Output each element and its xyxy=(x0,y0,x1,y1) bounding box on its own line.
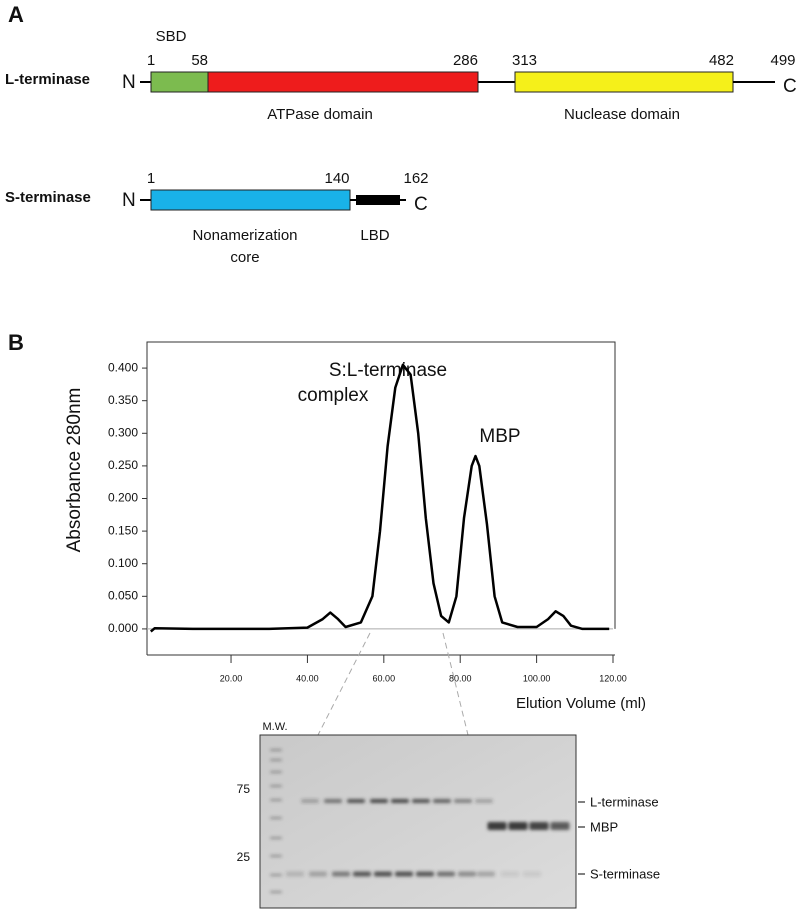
gel-band xyxy=(270,837,282,839)
domain-label: core xyxy=(230,249,259,266)
gel-band xyxy=(347,799,365,803)
residue: 499 xyxy=(770,52,795,69)
gel-band xyxy=(395,871,413,877)
gel-band xyxy=(529,822,549,830)
gel-band xyxy=(353,871,371,877)
residue: 482 xyxy=(709,52,734,69)
y-tick-label: 0.250 xyxy=(108,458,138,472)
y-tick-label: 0.050 xyxy=(108,588,138,602)
gel-image xyxy=(259,734,577,909)
gel-band xyxy=(270,855,282,857)
gel-band xyxy=(550,822,570,830)
x-tick-label: 120.00 xyxy=(599,673,627,683)
gel-band xyxy=(391,799,409,803)
residue: 313 xyxy=(512,52,537,69)
gel-band xyxy=(477,871,495,877)
chromatogram: 0.000 0.050 0.100 0.150 0.200 0.250 0.300 0.350… xyxy=(64,341,646,712)
domain-label: SBD xyxy=(156,28,187,45)
y-tick-label: 0.300 xyxy=(108,425,138,439)
y-axis-label: Absorbance 280nm xyxy=(64,388,85,553)
y-tick-label: 0.400 xyxy=(108,360,138,374)
gel-band xyxy=(437,871,455,877)
gel-band xyxy=(508,822,528,830)
gel-band xyxy=(370,799,388,803)
marker-size: 75 xyxy=(237,782,251,796)
band-label: L-terminase xyxy=(590,794,659,809)
gel-band xyxy=(286,871,304,877)
gel-band xyxy=(475,799,493,803)
zoom-line xyxy=(442,632,469,736)
y-tick-label: 0.200 xyxy=(108,491,138,505)
domain-label: LBD xyxy=(360,227,389,244)
panel-letter: B xyxy=(8,330,24,355)
residue: 58 xyxy=(191,52,208,69)
band-label: MBP xyxy=(590,819,618,834)
c-term: C xyxy=(414,194,428,215)
x-tick-label: 60.00 xyxy=(373,673,396,683)
gel-band xyxy=(270,799,282,801)
residue: 140 xyxy=(324,170,349,187)
gel-band xyxy=(458,871,476,877)
zoom-line xyxy=(317,632,371,736)
y-tick-label: 0.100 xyxy=(108,556,138,570)
x-tick-label: 20.00 xyxy=(220,673,243,683)
residue: 286 xyxy=(453,52,478,69)
band-label: S-terminase xyxy=(590,866,660,881)
n-term: N xyxy=(122,190,136,211)
annotation: S:L-terminase xyxy=(329,360,447,381)
x-axis-label: Elution Volume (ml) xyxy=(516,695,646,712)
residue: 1 xyxy=(147,170,155,187)
gel-band xyxy=(270,771,282,773)
gel-band xyxy=(374,871,392,877)
marker-label: M.W. xyxy=(262,721,287,733)
gel-band xyxy=(270,759,282,761)
gel-band xyxy=(301,799,319,803)
domain-label: ATPase domain xyxy=(267,106,373,123)
gel-band xyxy=(412,799,430,803)
gel-band xyxy=(324,799,342,803)
residue: 1 xyxy=(147,52,155,69)
gel-band xyxy=(270,817,282,819)
atpase-domain xyxy=(207,71,479,93)
marker-size: 25 xyxy=(237,850,251,864)
y-tick-label: 0.000 xyxy=(108,621,138,635)
residue: 162 xyxy=(403,170,428,187)
gel-band xyxy=(416,871,434,877)
gel-band xyxy=(501,871,519,877)
nuclease-domain xyxy=(514,71,734,93)
c-term: C xyxy=(783,76,797,97)
panel-letter: A xyxy=(8,2,24,27)
gel-band xyxy=(309,871,327,877)
domain-label: Nonamerization xyxy=(192,227,297,244)
gel-band xyxy=(270,749,282,751)
x-tick-label: 40.00 xyxy=(296,673,319,683)
gel-bands xyxy=(270,749,570,893)
gel-band xyxy=(270,891,282,893)
chromatogram-trace xyxy=(149,363,610,633)
gel-band xyxy=(487,822,507,830)
gel-band xyxy=(270,874,282,876)
annotation: MBP xyxy=(479,426,520,447)
domain-label: Nuclease domain xyxy=(564,106,680,123)
y-tick-label: 0.150 xyxy=(108,523,138,537)
x-tick-label: 80.00 xyxy=(449,673,472,683)
gel-band xyxy=(454,799,472,803)
gel-band xyxy=(523,871,541,877)
gel-band xyxy=(270,785,282,787)
x-tick-label: 100.00 xyxy=(523,673,551,683)
y-tick-label: 0.350 xyxy=(108,393,138,407)
sbd-domain xyxy=(150,71,209,93)
annotation: complex xyxy=(298,385,369,406)
protein-label: S-terminase xyxy=(5,189,91,206)
protein-label: L-terminase xyxy=(5,71,90,88)
gel-band xyxy=(332,871,350,877)
gel-band xyxy=(433,799,451,803)
n-term: N xyxy=(122,72,136,93)
plot-frame xyxy=(146,341,616,655)
core-domain xyxy=(150,189,351,211)
